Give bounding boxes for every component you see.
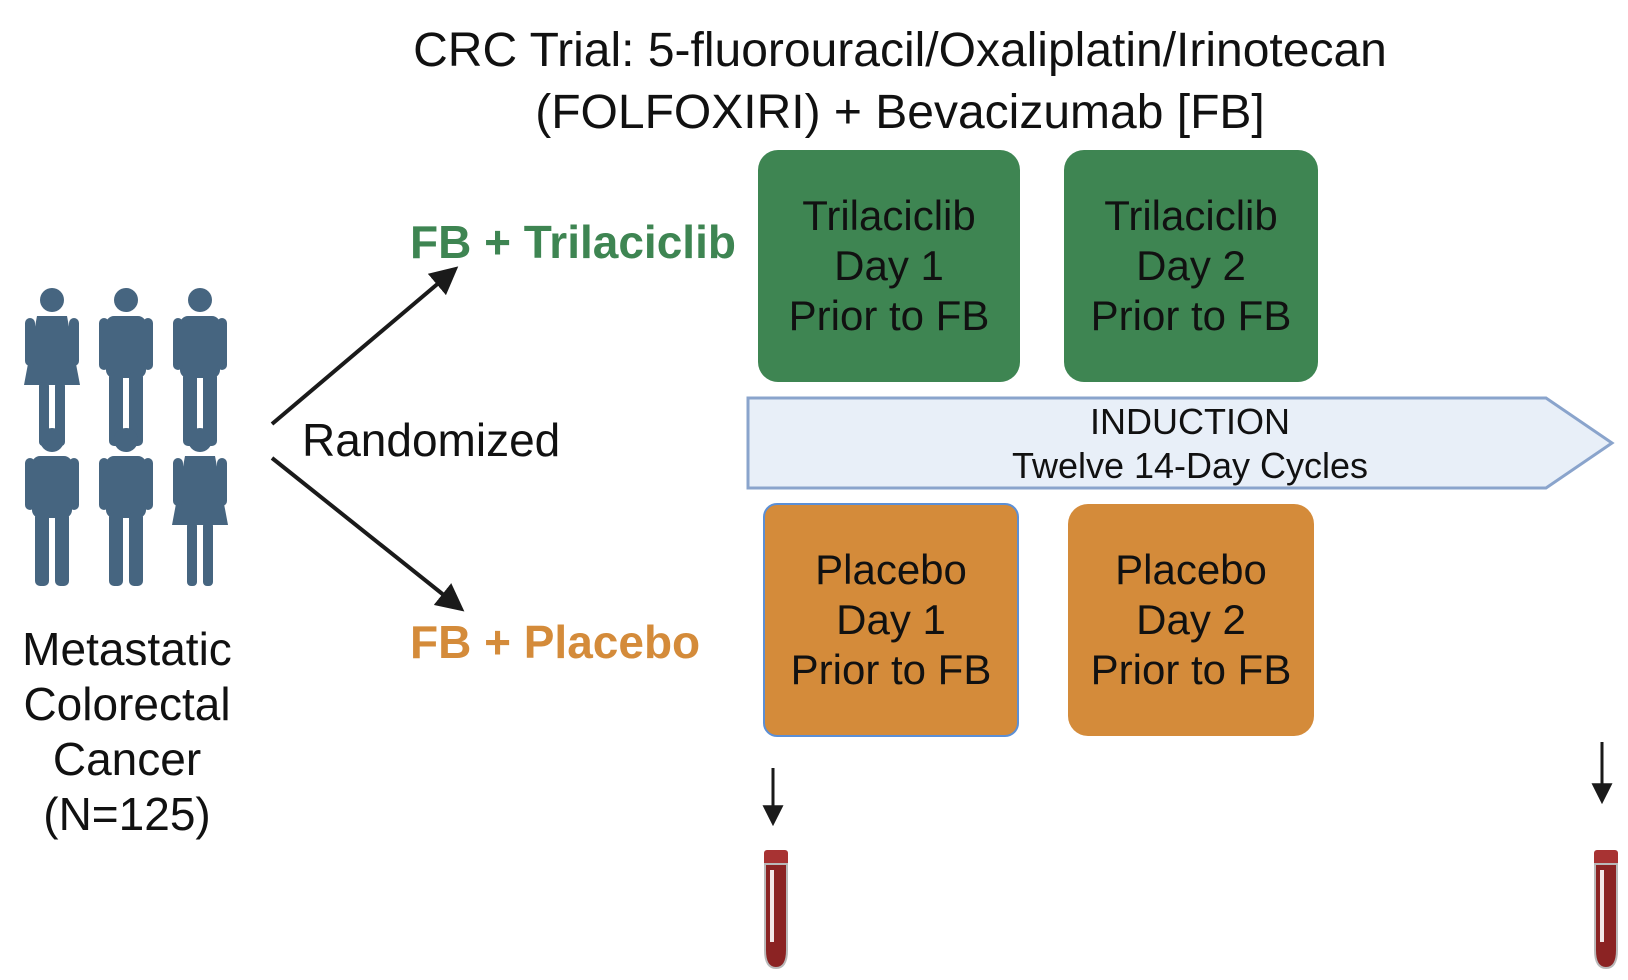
box-line: Trilaciclib bbox=[1104, 192, 1278, 239]
box-line: Day 2 bbox=[1136, 242, 1246, 289]
randomized-label: Randomized bbox=[302, 414, 561, 466]
trilaciclib-day2-box: Trilaciclib Day 2 Prior to FB bbox=[1064, 150, 1318, 382]
people-group-icon bbox=[24, 288, 228, 586]
induction-text: INDUCTION Twelve 14-Day Cycles bbox=[750, 400, 1628, 490]
box-line: Prior to FB bbox=[1090, 646, 1292, 693]
box-line: Prior to FB bbox=[788, 292, 990, 339]
population-line-2: Colorectal bbox=[23, 678, 231, 730]
title-line-2: (FOLFOXIRI) + Bevacizumab [FB] bbox=[535, 86, 1265, 139]
induction-arrow bbox=[746, 396, 1615, 490]
box-line: Trilaciclib bbox=[802, 192, 976, 239]
arrow-to-placebo bbox=[270, 456, 465, 612]
blood-tube-icon bbox=[763, 849, 789, 969]
placebo-day2-box: Placebo Day 2 Prior to FB bbox=[1068, 504, 1314, 736]
induction-line-2: Twelve 14-Day Cycles bbox=[1011, 445, 1369, 486]
box-line: Prior to FB bbox=[1090, 292, 1292, 339]
diagram-title: CRC Trial: 5-fluorouracil/Oxaliplatin/Ir… bbox=[240, 20, 1560, 144]
box-line: Day 1 bbox=[836, 596, 946, 643]
box-line: Day 2 bbox=[1136, 596, 1246, 643]
box-line: Placebo bbox=[1115, 546, 1267, 593]
box-line: Placebo bbox=[815, 546, 967, 593]
arrow-to-trilaciclib bbox=[270, 266, 459, 426]
box-line: Prior to FB bbox=[790, 646, 992, 693]
arm-trilaciclib-label: FB + Trilaciclib bbox=[410, 216, 736, 268]
arm-placebo-label: FB + Placebo bbox=[410, 616, 701, 668]
population-line-1: Metastatic bbox=[22, 623, 232, 675]
population-line-4: (N=125) bbox=[43, 788, 211, 840]
trilaciclib-day1-box: Trilaciclib Day 1 Prior to FB bbox=[758, 150, 1020, 382]
blood-tube-icon bbox=[1593, 849, 1619, 969]
placebo-day1-box: Placebo Day 1 Prior to FB bbox=[763, 503, 1019, 737]
box-line: Day 1 bbox=[834, 242, 944, 289]
population-line-3: Cancer bbox=[52, 733, 202, 785]
population-label: Metastatic Colorectal Cancer (N=125) bbox=[0, 622, 254, 842]
induction-line-1: INDUCTION bbox=[1090, 401, 1290, 442]
title-line-1: CRC Trial: 5-fluorouracil/Oxaliplatin/Ir… bbox=[413, 24, 1387, 77]
